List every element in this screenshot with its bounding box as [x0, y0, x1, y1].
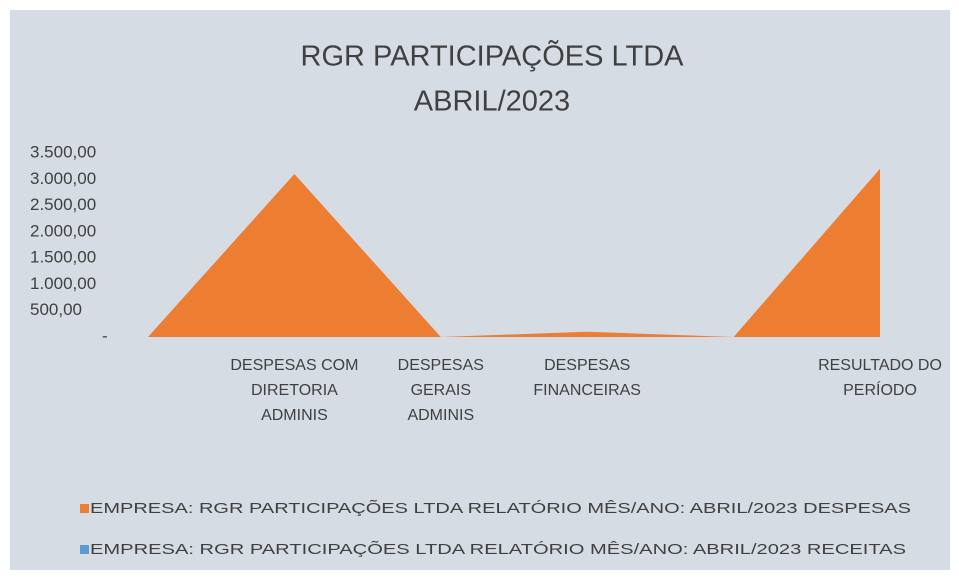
y-tick-label: 1.000,00 [30, 274, 96, 293]
y-tick-label: 2.000,00 [30, 221, 96, 240]
legend-swatch [80, 504, 89, 513]
y-tick-label: 2.500,00 [30, 195, 96, 214]
legend-label: EMPRESA: RGR PARTICIPAÇÕES LTDA RELATÓRI… [90, 541, 906, 558]
y-tick-label: 3.000,00 [30, 169, 96, 188]
y-tick-label: 3.500,00 [30, 142, 96, 161]
x-tick-label: DESPESAS GERAIS ADMINIS [398, 357, 484, 424]
area [148, 168, 880, 337]
x-tick-label: DESPESAS FINANCEIRAS [533, 357, 641, 399]
chart-title: RGR PARTICIPAÇÕES LTDA [301, 39, 685, 73]
y-tick-label: - [102, 326, 108, 345]
y-tick-label: 1.500,00 [30, 248, 96, 267]
x-tick-label: DESPESAS COM DIRETORIA ADMINIS [230, 357, 358, 424]
chart-title: ABRIL/2023 [414, 86, 570, 118]
legend-swatch [80, 545, 89, 554]
x-tick-label: RESULTADO DO PERÍODO [818, 357, 942, 399]
legend-label: EMPRESA: RGR PARTICIPAÇÕES LTDA RELATÓRI… [90, 500, 911, 517]
y-tick-label: 500,00 [30, 300, 82, 319]
